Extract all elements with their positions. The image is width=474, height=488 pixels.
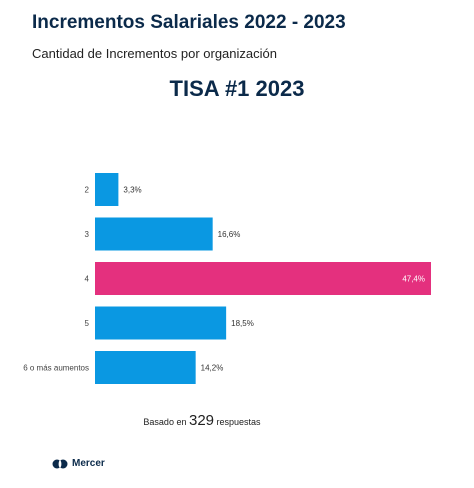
category-label-0: 2 [85, 186, 90, 195]
page-title: Incrementos Salariales 2022 - 2023 [32, 12, 346, 33]
category-label-2: 4 [85, 275, 90, 284]
page-subtitle: Cantidad de Incrementos por organización [32, 46, 277, 61]
brand-name: Mercer [72, 458, 105, 469]
chart-title: TISA #1 2023 [169, 76, 305, 101]
responses-prefix: Basado en [143, 417, 187, 427]
bar-4 [95, 351, 196, 384]
value-label-3: 18,5% [231, 319, 254, 328]
bar-1 [95, 217, 213, 251]
brand-logo: Mercer [52, 458, 105, 469]
responses-note: Basado en 329 respuestas [0, 412, 404, 429]
responses-count: 329 [188, 412, 215, 429]
bar-0 [95, 173, 119, 206]
value-label-4: 14,2% [201, 364, 224, 373]
bar-2 [95, 262, 431, 295]
value-label-1: 16,6% [218, 230, 241, 239]
category-label-3: 5 [85, 319, 90, 328]
bar-3 [95, 306, 227, 340]
mercer-logo-icon [52, 459, 68, 468]
responses-suffix: respuestas [216, 417, 261, 427]
value-label-2: 47,4% [402, 275, 425, 284]
category-label-1: 3 [85, 230, 90, 239]
category-label-4: 6 o más aumentos [23, 364, 89, 373]
value-label-0: 3,3% [123, 186, 141, 195]
